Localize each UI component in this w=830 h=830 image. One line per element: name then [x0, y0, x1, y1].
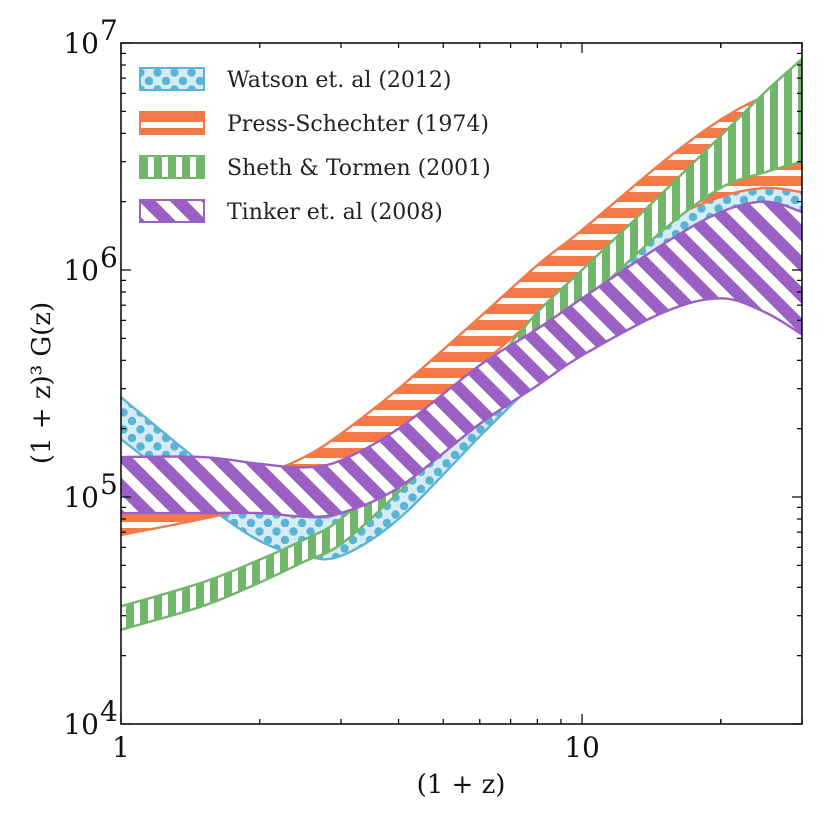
y-tick-label-exponent: 5 — [100, 468, 118, 501]
legend: Watson et. al (2012) Press-Schechter (197… — [139, 67, 491, 225]
y-axis-title: (1 + z)³ G(z) — [27, 302, 57, 464]
press-schechter-1974-band — [121, 94, 802, 536]
tinker-et-al-2008-lower-line — [121, 297, 802, 518]
tinker-et-al-2008-upper-line — [121, 200, 802, 469]
sheth-tormen-2001-legend-swatch — [139, 155, 205, 179]
y-tick-label-exponent: 4 — [100, 695, 118, 728]
y-tick-label-exponent: 7 — [100, 14, 118, 47]
sheth-tormen-2001-legend-label: Sheth & Tormen (2001) — [227, 156, 491, 181]
y-tick-label: 10 — [63, 708, 99, 741]
y-tick-label: 10 — [63, 254, 99, 287]
y-tick-label-exponent: 6 — [100, 241, 118, 274]
x-axis-title: (1 + z) — [417, 770, 506, 800]
tinker-et-al-2008-legend-swatch — [139, 199, 205, 223]
watson-et-al-2012-legend-label: Watson et. al (2012) — [227, 68, 452, 93]
press-schechter-1974-legend-swatch — [139, 111, 205, 135]
tinker-et-al-2008-legend-label: Tinker et. al (2008) — [227, 200, 443, 225]
x-tick-label: 1 — [112, 731, 130, 764]
tinker-et-al-2008-band — [121, 201, 802, 517]
x-tick-label: 10 — [564, 731, 600, 764]
press-schechter-1974-legend-label: Press-Schechter (1974) — [227, 112, 489, 137]
watson-et-al-2012-legend-swatch — [139, 67, 205, 91]
y-tick-label: 10 — [63, 27, 99, 60]
y-tick-label: 10 — [63, 481, 99, 514]
plot-frame — [120, 42, 803, 725]
series-bands — [121, 58, 802, 631]
